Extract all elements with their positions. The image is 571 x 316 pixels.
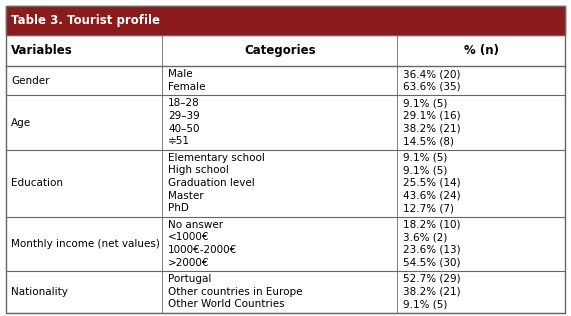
Text: Monthly income (net values): Monthly income (net values) [11, 239, 160, 249]
Bar [6, 271, 565, 313]
Text: Nationality: Nationality [11, 287, 69, 297]
Text: Portugal: Portugal [168, 274, 211, 284]
Text: 54.5% (30): 54.5% (30) [403, 258, 461, 268]
Text: % (n): % (n) [464, 44, 499, 57]
Text: 9.1% (5): 9.1% (5) [403, 98, 448, 108]
Bar [6, 217, 565, 271]
Text: 18.2% (10): 18.2% (10) [403, 220, 461, 230]
Text: 12.7% (7): 12.7% (7) [403, 203, 454, 213]
Text: PhD: PhD [168, 203, 189, 213]
Text: 63.6% (35): 63.6% (35) [403, 82, 461, 92]
Text: Graduation level: Graduation level [168, 178, 255, 188]
Text: Male: Male [168, 69, 193, 79]
Text: 38.2% (21): 38.2% (21) [403, 287, 461, 297]
Text: Variables: Variables [11, 44, 73, 57]
Text: High school: High school [168, 165, 229, 175]
Text: 9.1% (5): 9.1% (5) [403, 153, 448, 163]
Bar [6, 6, 565, 35]
Text: Other World Countries: Other World Countries [168, 299, 285, 309]
Text: 23.6% (13): 23.6% (13) [403, 245, 461, 255]
Text: <1000€: <1000€ [168, 232, 210, 242]
Text: Master: Master [168, 191, 204, 201]
Text: 9.1% (5): 9.1% (5) [403, 299, 448, 309]
Text: Education: Education [11, 178, 63, 188]
Text: 29–39: 29–39 [168, 111, 200, 121]
Text: Gender: Gender [11, 76, 50, 86]
Text: 38.2% (21): 38.2% (21) [403, 124, 461, 134]
Text: 52.7% (29): 52.7% (29) [403, 274, 461, 284]
Text: Categories: Categories [244, 44, 316, 57]
Text: Table 3. Tourist profile: Table 3. Tourist profile [11, 14, 160, 27]
Text: 40–50: 40–50 [168, 124, 200, 134]
Text: No answer: No answer [168, 220, 223, 230]
Text: ≑51: ≑51 [168, 136, 190, 146]
Text: 14.5% (8): 14.5% (8) [403, 136, 454, 146]
Text: Elementary school: Elementary school [168, 153, 265, 163]
Text: 3.6% (2): 3.6% (2) [403, 232, 448, 242]
Text: 25.5% (14): 25.5% (14) [403, 178, 461, 188]
Text: 36.4% (20): 36.4% (20) [403, 69, 461, 79]
Text: Female: Female [168, 82, 206, 92]
Bar [6, 95, 565, 150]
Text: Other countries in Europe: Other countries in Europe [168, 287, 303, 297]
Text: 9.1% (5): 9.1% (5) [403, 165, 448, 175]
Text: Age: Age [11, 118, 31, 128]
Bar [6, 150, 565, 217]
Bar [6, 66, 565, 95]
Bar [6, 35, 565, 66]
Text: >2000€: >2000€ [168, 258, 210, 268]
Text: 29.1% (16): 29.1% (16) [403, 111, 461, 121]
Text: 1000€-2000€: 1000€-2000€ [168, 245, 238, 255]
Text: 43.6% (24): 43.6% (24) [403, 191, 461, 201]
Text: 18–28: 18–28 [168, 98, 200, 108]
